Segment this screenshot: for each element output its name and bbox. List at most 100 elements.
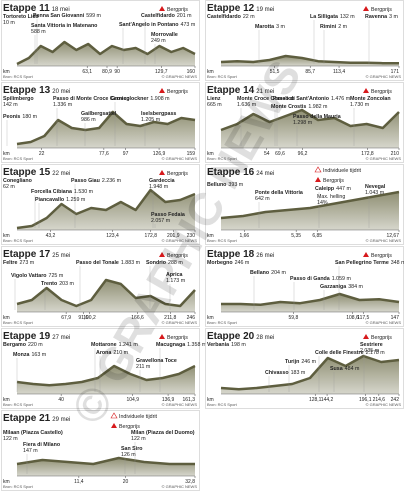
place-altitude: 10 m xyxy=(3,20,15,26)
place-name: Verbania xyxy=(207,342,229,348)
place-name: Gailbergsattel xyxy=(81,111,117,117)
panel-border xyxy=(1,410,200,491)
kom-icon xyxy=(315,177,321,182)
place-altitude: 201 m xyxy=(177,13,192,19)
note: 14% xyxy=(317,200,328,206)
km-label: 160 xyxy=(187,69,196,75)
place-name: Vigolo Vattaro xyxy=(11,273,47,279)
stage-title: Etappe 20 xyxy=(207,331,255,342)
stage-title: Etappe 12 xyxy=(207,3,255,14)
place-name: Arona xyxy=(96,350,111,356)
itt-label: Individuele tijdrit xyxy=(323,168,362,174)
place-altitude: 183 m xyxy=(291,370,306,376)
kom-icon xyxy=(363,334,369,339)
place-altitude: 198 m xyxy=(231,342,246,348)
stage-title: Etappe 16 xyxy=(207,167,255,178)
place-altitude: 665 m xyxy=(207,102,222,108)
place-altitude: 588 m xyxy=(31,29,46,35)
stage-date: 21 mei xyxy=(256,89,274,95)
source: Bron: RCS Sport xyxy=(3,320,34,325)
stage-panel: Etappe 11 18 mei Bergprijs Tortoreto Lido10… xyxy=(1,0,200,81)
place-name: Colle delle Finestre xyxy=(315,350,364,356)
km-label: 69,6 xyxy=(275,151,285,157)
stage-panel: Etappe 12 19 mei Bergprijs Castelfidardo 22 … xyxy=(205,0,404,81)
panel-border xyxy=(1,246,200,327)
stage-title: Etappe 19 xyxy=(3,331,51,342)
profile-area xyxy=(221,192,399,230)
stage-title: Etappe 14 xyxy=(207,85,255,96)
place-name: Morrovalle xyxy=(151,32,178,38)
km-label: 128,1 xyxy=(309,397,322,403)
place-name: Castelfidardo xyxy=(207,14,242,20)
km-label: 32,8 xyxy=(185,479,195,485)
km-label: 159 xyxy=(187,151,196,157)
kom-icon xyxy=(111,423,117,428)
km-label: 100,2 xyxy=(83,315,96,321)
place-altitude: 1.043 m xyxy=(365,190,385,196)
place-name: Spilimbergo xyxy=(3,96,34,102)
place-altitude: 220 m xyxy=(28,342,43,348)
place-altitude: 210 m xyxy=(113,350,128,356)
stage-panel: Etappe 18 26 mei Bergprijs Morbegno 246 mBel… xyxy=(205,246,404,327)
source: Bron: RCS Sport xyxy=(3,74,34,79)
place-altitude: 1.298 m xyxy=(293,120,313,126)
km-label: 210 xyxy=(391,151,400,157)
place-name: Mottarone xyxy=(91,342,117,348)
credit: © GRAPHIC NEWS xyxy=(366,402,402,407)
stage-date: 20 mei xyxy=(52,89,70,95)
profile-top xyxy=(220,190,400,220)
place-name: Ponte della Vittoria xyxy=(255,190,303,196)
place-name: Passo di Monte Croce Carnico xyxy=(53,96,130,102)
credit: © GRAPHIC NEWS xyxy=(162,402,198,407)
place-altitude: 126 m xyxy=(121,452,136,458)
km-unit: km xyxy=(207,151,214,157)
profile-top xyxy=(220,108,400,132)
place-name: Sant'Angelo in Pontano xyxy=(119,22,179,28)
km-unit: km xyxy=(3,233,10,239)
stage-title: Etappe 17 xyxy=(3,249,51,260)
stage-date: 18 mei xyxy=(52,7,70,13)
stage-panel: Etappe 20 28 mei Bergprijs Verbania 198 m Col… xyxy=(205,328,404,409)
profile-top xyxy=(16,188,196,230)
kom-icon xyxy=(159,88,165,93)
place-altitude: 2.178 m xyxy=(366,350,386,356)
km-label: 126,9 xyxy=(153,151,166,157)
km-unit: km xyxy=(3,69,10,75)
place-name: Rimini xyxy=(320,24,337,30)
km-label: 230 xyxy=(187,233,196,239)
place-altitude: 122 m xyxy=(131,436,146,442)
stage-title: Etappe 13 xyxy=(3,85,51,96)
km-label: 214,6 xyxy=(373,397,386,403)
km-unit: km xyxy=(3,479,10,485)
place-altitude: 1.908 m xyxy=(150,96,170,102)
place-altitude: 180 m xyxy=(22,114,37,120)
place-altitude: 22 m xyxy=(243,14,255,20)
stage-date: 27 mei xyxy=(52,335,70,341)
profile-area xyxy=(17,42,195,66)
kom-icon xyxy=(363,6,369,11)
place-name: Monte Zoncolan xyxy=(350,96,391,102)
place-altitude: 447 m xyxy=(336,186,351,192)
note: Max. helling xyxy=(317,194,345,200)
km-label: 129,7 xyxy=(155,69,168,75)
place-altitude: 288 m xyxy=(168,260,183,266)
place-name: Morbegno xyxy=(207,260,233,266)
stage-date: 26 mei xyxy=(256,253,274,259)
place-name: Forcella Cibiana xyxy=(31,189,72,195)
place-name: Sondrio xyxy=(146,260,167,266)
km-label: 63,1 xyxy=(82,69,92,75)
kom-label: Bergprijs xyxy=(371,7,392,13)
km-label: 51,5 xyxy=(270,69,280,75)
place-altitude: 1.883 m xyxy=(121,260,141,266)
place-altitude: 3 m xyxy=(276,24,285,30)
place-altitude: 725 m xyxy=(49,273,64,279)
place-name: Peonis xyxy=(3,114,20,120)
km-label: 97 xyxy=(123,151,129,157)
profile-top xyxy=(220,354,400,391)
place-altitude: 1.059 m xyxy=(332,276,352,282)
source: Bron: RCS Sport xyxy=(3,156,34,161)
profile-area xyxy=(17,280,195,312)
km-label: 201,9 xyxy=(167,233,180,239)
place-name: Monte Croce Comelico xyxy=(237,96,295,102)
credit: © GRAPHIC NEWS xyxy=(366,238,402,243)
